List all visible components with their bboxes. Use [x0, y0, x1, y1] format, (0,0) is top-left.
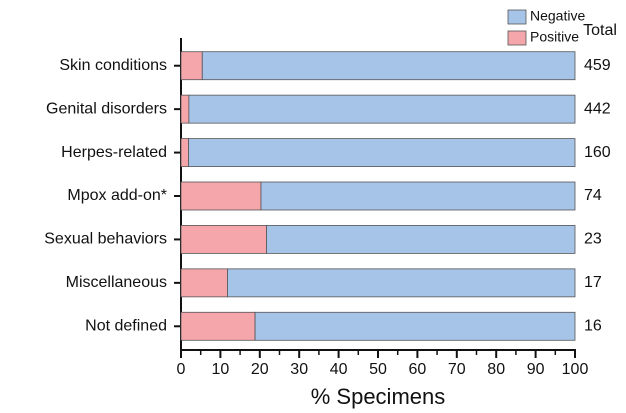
- total-label: 442: [584, 100, 611, 117]
- bar-segment: [180, 51, 203, 81]
- y-tick-label: Miscellaneous: [66, 274, 167, 291]
- total-label: 16: [584, 318, 602, 335]
- legend-label: Negative: [530, 8, 585, 24]
- x-tick-label: 70: [448, 361, 466, 378]
- bar-segment: [180, 181, 262, 211]
- bar-segment: [180, 268, 228, 298]
- bar-segment: [227, 268, 576, 298]
- x-tick-label: 90: [527, 361, 545, 378]
- bar-segment: [266, 225, 576, 254]
- bar-segment: [254, 311, 576, 341]
- totals-title: Total: [583, 22, 617, 39]
- y-tick-label: Not defined: [85, 318, 167, 335]
- x-axis-title: % Specimens: [311, 384, 446, 409]
- legend-label: Positive: [530, 29, 579, 45]
- x-tick-label: 20: [251, 361, 269, 378]
- bar-segment: [180, 311, 256, 341]
- x-tick-label: 0: [177, 361, 186, 378]
- bar-segment: [201, 51, 576, 81]
- bar-segment: [180, 138, 189, 167]
- legend-swatch: [507, 9, 527, 25]
- x-tick-label: 10: [212, 361, 230, 378]
- bar-segment: [260, 181, 576, 211]
- bar-segment: [188, 94, 576, 124]
- total-label: 17: [584, 274, 602, 291]
- x-tick-label: 30: [290, 361, 308, 378]
- bar-segment: [188, 138, 576, 167]
- y-tick-label: Mpox add-on*: [67, 187, 167, 204]
- legend-swatch: [507, 30, 527, 46]
- x-tick-label: 40: [330, 361, 348, 378]
- x-tick-label: 50: [369, 361, 387, 378]
- y-tick-label: Genital disorders: [46, 100, 167, 117]
- total-label: 74: [584, 187, 602, 204]
- x-tick-label: 60: [409, 361, 427, 378]
- x-tick-label: 80: [487, 361, 505, 378]
- y-tick-label: Skin conditions: [59, 57, 167, 74]
- x-tick-label: 100: [562, 361, 589, 378]
- y-tick-label: Sexual behaviors: [44, 231, 167, 248]
- bar-segment: [180, 225, 267, 254]
- total-label: 23: [584, 231, 602, 248]
- bar-segment: [180, 94, 190, 124]
- total-label: 160: [584, 144, 611, 161]
- y-tick-label: Herpes-related: [61, 144, 167, 161]
- total-label: 459: [584, 57, 611, 74]
